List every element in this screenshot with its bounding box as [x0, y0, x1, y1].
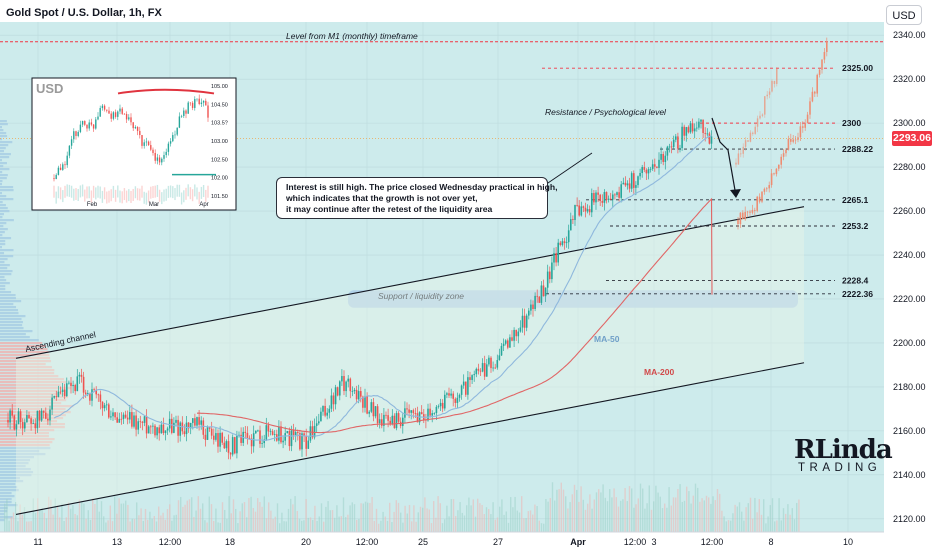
inset-x-tick-0: Feb: [87, 202, 98, 208]
y-tick-0: 2120.00: [893, 514, 926, 524]
level-label-4: 2253.2: [842, 221, 869, 231]
author-logo: RLinda TRADING: [794, 435, 893, 479]
level-label-6: 2222.36: [842, 289, 873, 299]
y-tick-11: 2340.00: [893, 30, 926, 40]
ma200-line: [196, 197, 713, 434]
y-tick-6: 2240.00: [893, 250, 926, 260]
note-pointer: [544, 152, 593, 186]
volume-profile: [0, 120, 74, 522]
y-tick-9: 2300.00: [893, 118, 926, 128]
monthly-level-label: Level from M1 (monthly) timeframe: [286, 31, 418, 41]
x-tick-8: Apr: [570, 537, 586, 547]
support-zone-label: Support / liquidity zone: [378, 291, 464, 301]
inset-chart: USD 105.00 104.50 103.5? 103.00 102.50 102.00 1…: [31, 77, 237, 211]
volume-bars: [4, 482, 800, 532]
level-label-5: 2228.4: [842, 276, 869, 286]
projection-candles: [735, 37, 828, 230]
y-tick-7: 2260.00: [893, 206, 926, 216]
x-tick-11: 12:00: [701, 537, 724, 547]
note-line-2: which indicates that the growth is not o…: [286, 193, 478, 203]
y-tick-8: 2280.00: [893, 162, 926, 172]
y-tick-3: 2180.00: [893, 382, 926, 392]
note-line-1: Interest is still high. The price closed…: [286, 182, 558, 192]
ma50-line: [53, 135, 712, 442]
level-label-3: 2265.1: [842, 195, 869, 205]
x-tick-4: 20: [301, 537, 311, 547]
resistance-label: Resistance / Psychological level: [545, 107, 667, 117]
ma200-label: MA-200: [644, 367, 675, 377]
inset-y-tick-5: 102.00: [211, 176, 228, 182]
logo-top-text: RLinda: [794, 435, 893, 465]
logo-bottom-text: TRADING: [798, 462, 882, 474]
y-tick-2: 2160.00: [893, 426, 926, 436]
x-tick-6: 25: [418, 537, 428, 547]
ma50-label: MA-50: [594, 334, 620, 344]
y-tick-4: 2200.00: [893, 338, 926, 348]
level-label-1: 2300: [842, 118, 861, 128]
chart-title: Gold Spot / U.S. Dollar, 1h, FX: [6, 7, 162, 19]
x-tick-0: 11: [33, 537, 42, 547]
forecast-arrow-line: [711, 117, 737, 197]
note-line-3: it may continue after the retest of the …: [286, 204, 493, 214]
inset-title: USD: [36, 81, 63, 96]
candles: [7, 118, 713, 460]
x-tick-1: 13: [112, 537, 122, 547]
x-tick-2: 12:00: [159, 537, 182, 547]
x-tick-10: 3: [651, 537, 656, 547]
x-tick-9: 12:00: [624, 537, 647, 547]
y-tick-5: 2220.00: [893, 294, 926, 304]
inset-y-tick-6: 101.50: [211, 194, 228, 200]
level-label-2: 2288.22: [842, 144, 873, 154]
inset-y-tick-3: 103.00: [211, 139, 228, 145]
inset-frame: [31, 77, 237, 211]
level-label-0: 2325.00: [842, 63, 873, 73]
forecast-arrow-head: [730, 189, 741, 198]
x-tick-5: 12:00: [356, 537, 379, 547]
current-price-label: 2293.06: [892, 131, 932, 146]
price-axis-bg: [884, 0, 932, 550]
time-axis-bg: [0, 532, 884, 550]
inset-x-tick-1: Mar: [149, 202, 159, 208]
x-tick-7: 27: [493, 537, 503, 547]
x-tick-3: 18: [225, 537, 235, 547]
currency-button[interactable]: USD: [886, 5, 922, 25]
inset-y-tick-2: 103.5?: [211, 121, 228, 127]
channel-upper-line: [15, 206, 805, 359]
x-tick-12: 8: [768, 537, 773, 547]
inset-y-tick-4: 102.50: [211, 157, 228, 163]
x-tick-13: 10: [843, 537, 853, 547]
inset-x-tick-2: Apr: [199, 202, 208, 208]
inset-resistance-arc: [117, 88, 215, 95]
y-tick-10: 2320.00: [893, 74, 926, 84]
analysis-note: Interest is still high. The price closed…: [276, 177, 558, 219]
channel-lower-line: [15, 362, 805, 515]
inset-y-tick-0: 105.00: [211, 84, 228, 90]
y-tick-1: 2140.00: [893, 470, 926, 480]
inset-y-tick-1: 104.50: [211, 102, 228, 108]
support-zone: [348, 290, 798, 308]
